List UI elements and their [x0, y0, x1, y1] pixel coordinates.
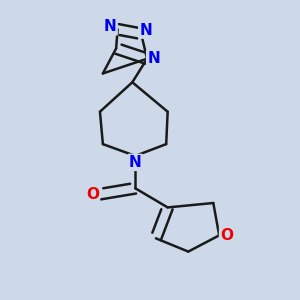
Text: N: N: [129, 155, 142, 170]
Text: N: N: [147, 51, 160, 66]
Text: O: O: [86, 187, 99, 202]
Text: O: O: [220, 228, 233, 243]
Text: N: N: [139, 23, 152, 38]
Text: N: N: [104, 20, 117, 34]
